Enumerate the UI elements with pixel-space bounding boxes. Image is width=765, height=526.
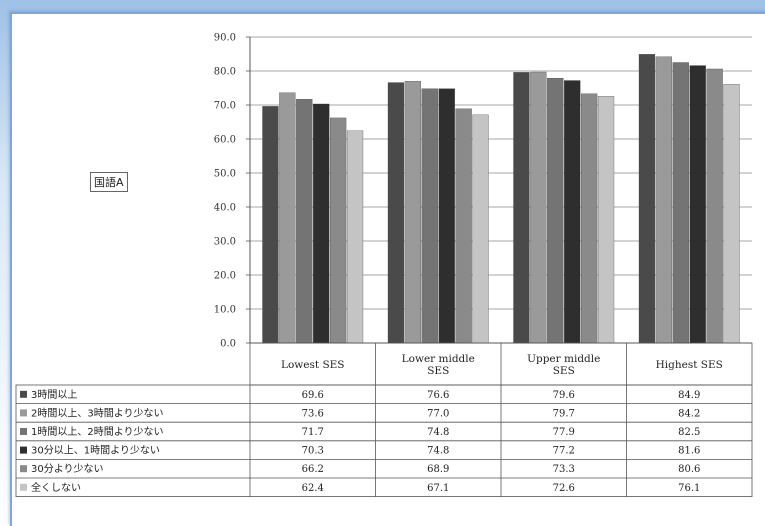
legend-label: 30分以上、1時間より少ない	[31, 445, 160, 457]
y-tick-label: 70.0	[214, 101, 236, 112]
bar	[313, 103, 330, 344]
legend-label: 2時間以上、3時間より少ない	[31, 407, 164, 419]
bar	[455, 108, 472, 344]
data-cell: 79.7	[553, 408, 575, 419]
data-cell: 73.3	[553, 464, 575, 475]
bar	[706, 68, 723, 344]
data-cell: 77.2	[553, 446, 575, 457]
data-cell: 79.6	[553, 390, 575, 401]
bar	[346, 130, 364, 344]
data-cell: 81.6	[678, 446, 700, 457]
bar	[387, 82, 405, 344]
bar	[638, 54, 656, 344]
legend-label: 30分より少ない	[31, 463, 104, 475]
data-cell: 76.6	[427, 390, 449, 401]
data-cell: 62.4	[302, 483, 324, 494]
category-label: Lowest SES	[281, 359, 345, 371]
data-cell: 70.3	[302, 446, 324, 457]
bar	[547, 77, 564, 344]
y-tick-label: 80.0	[214, 67, 236, 78]
legend-label: 全くしない	[31, 481, 81, 494]
data-cell: 72.6	[553, 483, 575, 494]
bar	[404, 81, 421, 344]
category-label: SES	[553, 365, 575, 377]
category-label: Upper middle	[527, 353, 600, 365]
y-tick-label: 20.0	[214, 271, 236, 282]
data-cell: 77.0	[427, 408, 449, 419]
legend-swatch	[20, 465, 27, 473]
legend-swatch	[20, 428, 27, 435]
bar	[330, 117, 347, 344]
y-tick-label: 60.0	[214, 135, 236, 146]
bar	[689, 65, 706, 344]
legend-swatch	[20, 390, 27, 398]
data-cell: 66.2	[302, 464, 324, 475]
legend-swatch	[20, 446, 27, 454]
category-label: Lower middle	[402, 353, 475, 365]
data-cell: 73.6	[302, 408, 324, 419]
data-cell: 68.9	[427, 464, 449, 475]
data-cell: 76.1	[678, 483, 700, 494]
bar	[296, 99, 313, 344]
data-cell: 67.1	[427, 483, 449, 494]
data-cell: 71.7	[302, 427, 324, 438]
category-label: SES	[427, 365, 449, 377]
data-cell: 80.6	[678, 464, 700, 475]
category-label: Highest SES	[656, 359, 723, 371]
data-cell: 74.8	[427, 446, 449, 457]
y-tick-label: 40.0	[214, 203, 236, 214]
bar	[438, 88, 455, 344]
bar	[279, 92, 296, 344]
bar	[597, 96, 615, 344]
y-tick-label: 10.0	[214, 305, 236, 316]
bar	[513, 72, 530, 344]
y-tick-label: 0.0	[220, 339, 236, 350]
bar	[672, 62, 689, 344]
bar	[723, 84, 740, 344]
bar	[262, 106, 279, 344]
legend-swatch	[20, 409, 27, 417]
bar	[655, 56, 672, 344]
data-cell: 84.9	[678, 390, 700, 401]
legend-label: 3時間以上	[31, 389, 77, 401]
bar	[530, 71, 547, 344]
y-tick-label: 30.0	[214, 237, 236, 248]
y-tick-label: 50.0	[214, 169, 236, 180]
y-tick-label: 90.0	[214, 33, 236, 44]
bar	[421, 88, 438, 344]
legend-label: 1時間以上、2時間より少ない	[31, 426, 164, 438]
data-cell: 74.8	[427, 427, 449, 438]
data-cell: 84.2	[678, 408, 700, 419]
data-cell: 77.9	[553, 427, 575, 438]
data-cell: 69.6	[302, 390, 324, 401]
bar	[581, 93, 598, 344]
bar	[564, 80, 581, 344]
legend-swatch	[20, 483, 27, 491]
subject-label: 国語A	[90, 172, 128, 192]
bar	[472, 114, 489, 344]
data-cell: 82.5	[678, 427, 700, 438]
